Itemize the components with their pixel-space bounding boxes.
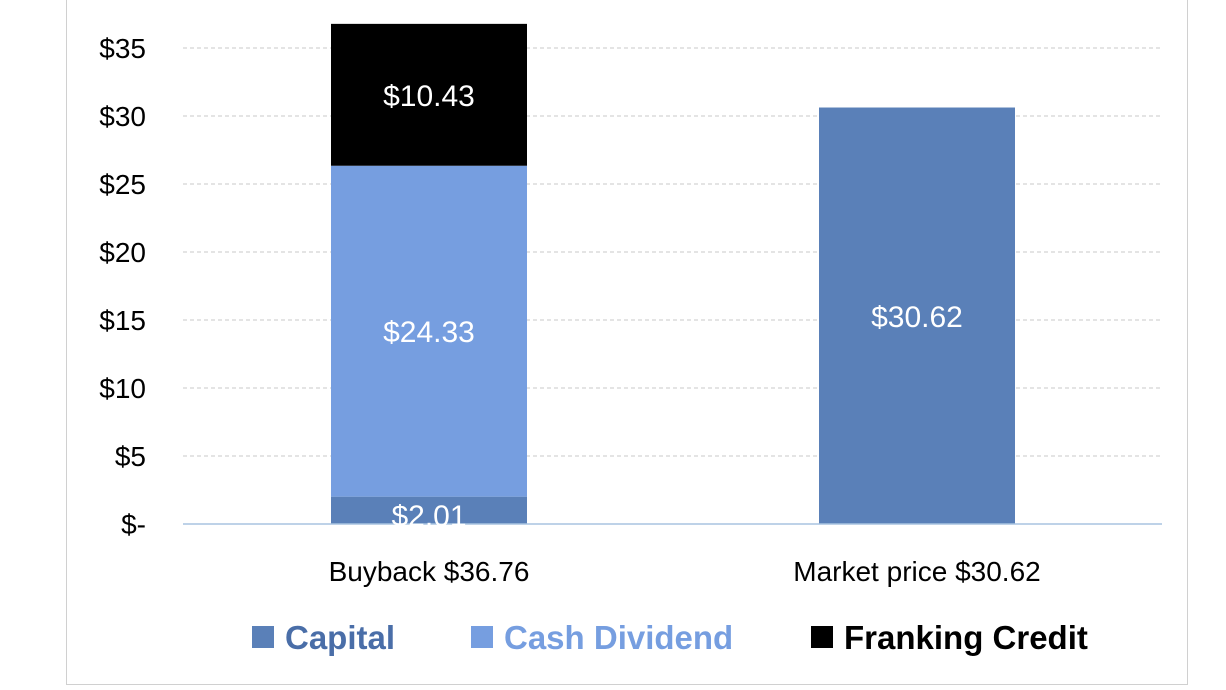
y-axis-tick-labels: $- $5 $10 $15 $20 $25 $30 $35 xyxy=(99,33,146,540)
legend: Capital Cash Dividend Franking Credit xyxy=(252,619,1088,656)
data-label: $24.33 xyxy=(383,316,475,349)
bars xyxy=(331,23,1015,525)
y-tick-label: $15 xyxy=(99,305,146,336)
category-label: Market price $30.62 xyxy=(793,556,1040,587)
y-tick-label: $20 xyxy=(99,237,146,268)
legend-swatch xyxy=(252,626,274,648)
y-tick-label: $5 xyxy=(115,441,146,472)
legend-swatch xyxy=(471,626,493,648)
bar-segment-franking-credit xyxy=(331,23,527,166)
bar-segment-cash-dividend xyxy=(331,165,527,497)
data-label: $30.62 xyxy=(871,301,963,334)
bar-segment-capital xyxy=(331,496,527,524)
y-tick-label: $35 xyxy=(99,33,146,64)
category-label: Buyback $36.76 xyxy=(329,556,530,587)
bar-segment-capital xyxy=(819,107,1015,525)
y-tick-label: $30 xyxy=(99,101,146,132)
data-label: $2.01 xyxy=(391,500,466,533)
y-tick-label: $10 xyxy=(99,373,146,404)
y-tick-label: $25 xyxy=(99,169,146,200)
data-label: $10.43 xyxy=(383,80,475,113)
legend-label: Cash Dividend xyxy=(504,619,733,656)
gridlines xyxy=(183,47,1162,457)
legend-swatch xyxy=(811,626,833,648)
category-labels: Buyback $36.76 Market price $30.62 xyxy=(329,556,1041,587)
data-labels: $2.01 $24.33 $10.43 $30.62 xyxy=(383,80,963,533)
y-tick-label: $- xyxy=(121,509,146,540)
legend-label: Capital xyxy=(285,619,395,656)
legend-label: Franking Credit xyxy=(844,619,1088,656)
